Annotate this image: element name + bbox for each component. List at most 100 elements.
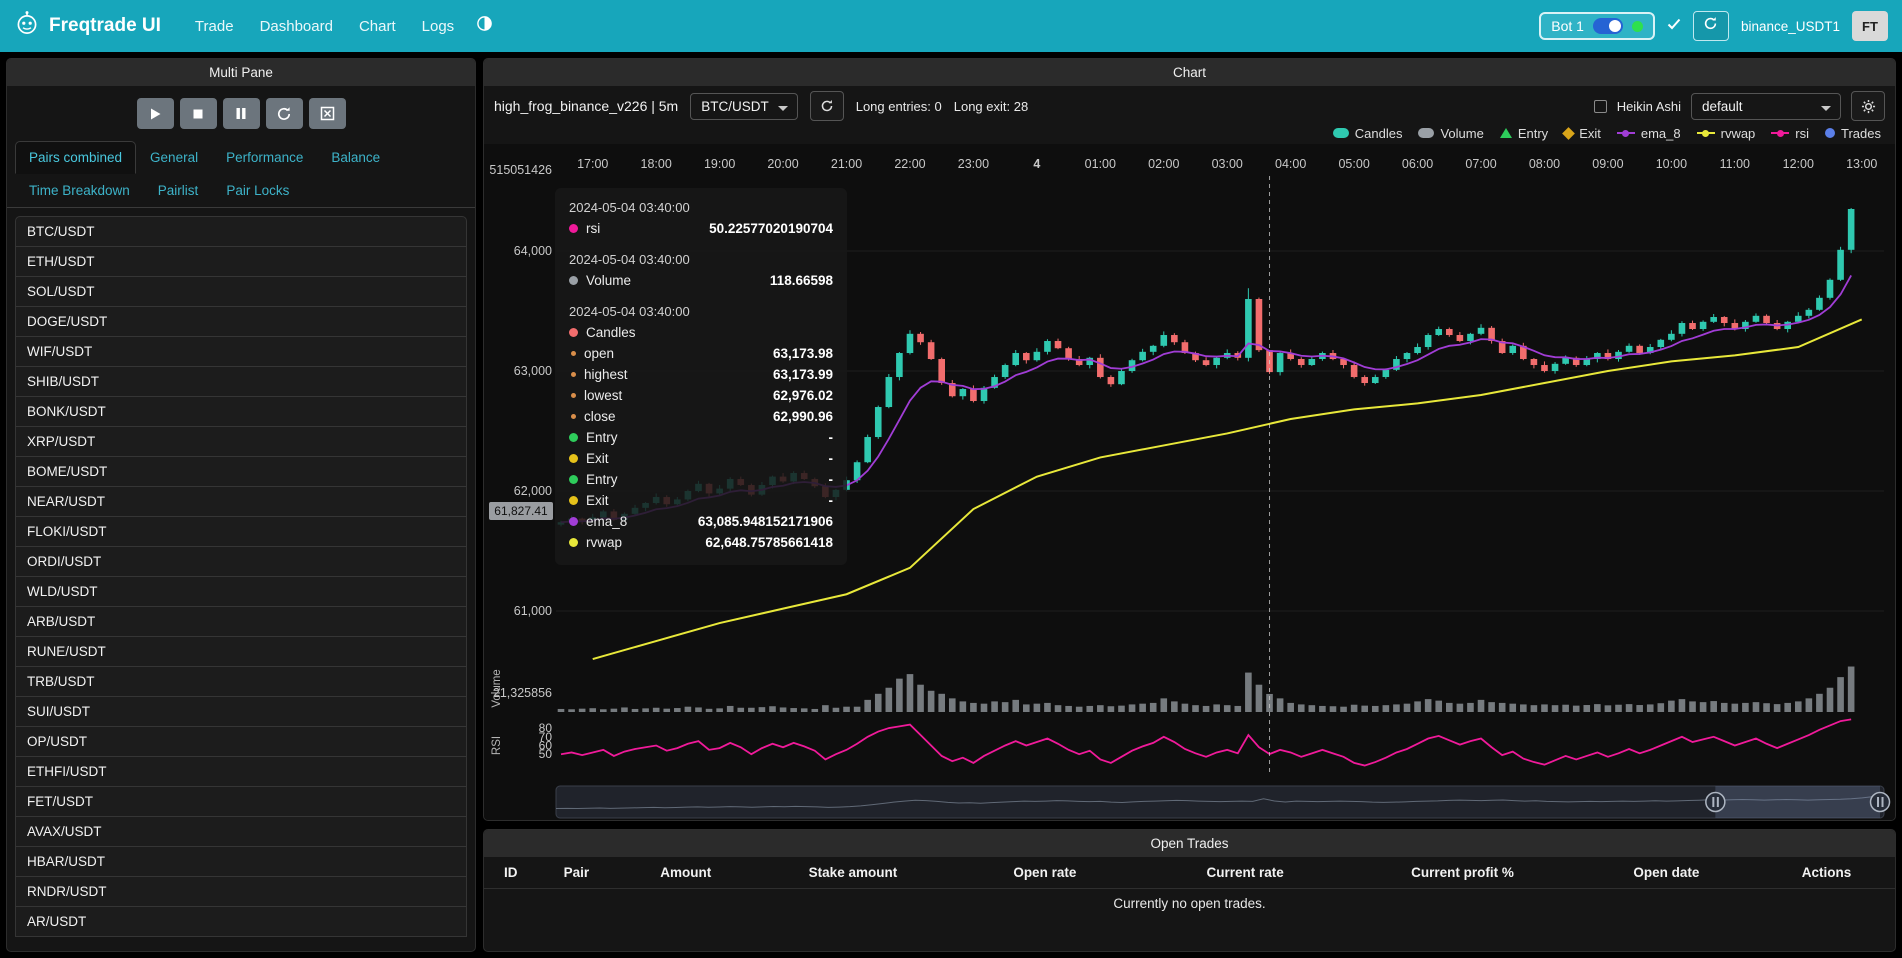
plot-mode-select[interactable]: default	[1691, 92, 1841, 120]
tooltip-label: Exit	[586, 451, 609, 466]
pair-item[interactable]: SUI/USDT	[15, 697, 467, 727]
bot-name: Bot 1	[1551, 18, 1584, 34]
tooltip-value: 62,648.75785661418	[705, 535, 833, 550]
refresh-button[interactable]	[1692, 11, 1729, 41]
legend-item-trades[interactable]: Trades	[1825, 126, 1881, 141]
brand-title: Freqtrade UI	[49, 15, 161, 36]
tooltip-value: -	[828, 451, 834, 466]
nav-zoom-handle[interactable]	[1869, 791, 1891, 813]
reload-config-button[interactable]	[265, 98, 303, 129]
pair-item[interactable]: XRP/USDT	[15, 427, 467, 457]
pair-item[interactable]: RNDR/USDT	[15, 877, 467, 907]
pair-item[interactable]: ARB/USDT	[15, 607, 467, 637]
svg-text:62,000: 62,000	[514, 484, 552, 498]
svg-text:50: 50	[539, 747, 553, 761]
tab-pairlist[interactable]: Pairlist	[157, 183, 199, 198]
svg-text:04:00: 04:00	[1275, 157, 1306, 171]
clear-chart-button[interactable]	[308, 98, 346, 129]
svg-text:18:00: 18:00	[641, 157, 672, 171]
col-header-open-date: Open date	[1633, 865, 1700, 880]
pair-item[interactable]: AR/USDT	[15, 907, 467, 937]
legend-item-exit[interactable]: Exit	[1562, 126, 1601, 141]
tab-pairs-combined[interactable]: Pairs combined	[15, 141, 137, 174]
nav-link-chart[interactable]: Chart	[358, 17, 396, 35]
legend-item-volume[interactable]: Volume	[1418, 126, 1484, 141]
svg-text:23:00: 23:00	[958, 157, 989, 171]
clear-chart-icon	[320, 106, 334, 121]
chart-legend: Candles Volume Entry Exit ema_8 rvwap rsi Trade…	[484, 122, 1895, 144]
pair-item[interactable]: ORDI/USDT	[15, 547, 467, 577]
tooltip-row: Entry -	[569, 427, 833, 448]
pair-item[interactable]: OP/USDT	[15, 727, 467, 757]
tooltip-label: open	[584, 346, 615, 361]
theme-toggle-button[interactable]	[472, 11, 497, 41]
tooltip-series-dot	[569, 475, 578, 484]
pair-item[interactable]: BTC/USDT	[15, 216, 467, 247]
pair-item[interactable]: FLOKI/USDT	[15, 517, 467, 547]
legend-item-ema-8[interactable]: ema_8	[1616, 126, 1681, 141]
nav-link-dashboard[interactable]: Dashboard	[259, 17, 333, 35]
pair-item[interactable]: SOL/USDT	[15, 277, 467, 307]
legend-item-entry[interactable]: Entry	[1499, 126, 1548, 141]
chart-refresh-button[interactable]	[809, 91, 844, 121]
tooltip-row: Volume 118.66598	[569, 270, 833, 291]
tooltip-label: lowest	[584, 388, 623, 403]
brand[interactable]: Freqtrade UI	[14, 10, 161, 42]
heikin-ashi-label: Heikin Ashi	[1616, 98, 1681, 114]
gear-icon	[1861, 99, 1875, 113]
volume-legend-icon	[1418, 128, 1435, 138]
svg-text:Volume: Volume	[491, 669, 503, 707]
tooltip-series-dot	[569, 224, 578, 233]
heikin-ashi-checkbox[interactable]	[1593, 99, 1607, 113]
tab-balance[interactable]: Balance	[331, 150, 381, 165]
pair-item[interactable]: SHIB/USDT	[15, 367, 467, 397]
right-column: Chart high_frog_binance_v226 | 5m BTC/US…	[483, 58, 1896, 952]
tooltip-date: 2024-05-04 03:40:00	[569, 200, 690, 215]
tab-performance[interactable]: Performance	[226, 150, 304, 165]
play-button[interactable]	[136, 98, 174, 129]
tab-pair-locks[interactable]: Pair Locks	[226, 183, 290, 198]
svg-text:60: 60	[539, 739, 553, 753]
pair-item[interactable]: ETH/USDT	[15, 247, 467, 277]
toggle-knob	[1608, 20, 1621, 32]
legend-item-candles[interactable]: Candles	[1332, 126, 1402, 141]
user-avatar[interactable]: FT	[1852, 11, 1888, 41]
pair-item[interactable]: BOME/USDT	[15, 457, 467, 487]
pair-item[interactable]: FET/USDT	[15, 787, 467, 817]
pair-item[interactable]: DOGE/USDT	[15, 307, 467, 337]
pair-item[interactable]: TRB/USDT	[15, 667, 467, 697]
chart-body: 64,000 63,000 62,000 61,000 515051426 21,3258…	[484, 144, 1895, 820]
strategy-label: high_frog_binance_v226 | 5m	[494, 98, 679, 114]
pair-item[interactable]: NEAR/USDT	[15, 487, 467, 517]
tooltip-value: 62,976.02	[772, 388, 833, 403]
nav-zoom-handle[interactable]	[1705, 791, 1726, 813]
col-header-pair: Pair	[563, 865, 590, 880]
price-chart[interactable]: 64,000 63,000 62,000 61,000 515051426 21,3258…	[484, 144, 1895, 820]
pair-item[interactable]: BONK/USDT	[15, 397, 467, 427]
pair-item[interactable]: HBAR/USDT	[15, 847, 467, 877]
bot-online-toggle[interactable]	[1592, 18, 1623, 34]
pair-item[interactable]: RUNE/USDT	[15, 637, 467, 667]
pause-button[interactable]	[222, 98, 260, 129]
exit-legend-icon	[1562, 126, 1576, 140]
plot-settings-button[interactable]	[1851, 91, 1885, 121]
legend-item-rsi[interactable]: rsi	[1771, 126, 1809, 141]
stop-button[interactable]	[179, 98, 217, 129]
nav-link-trade[interactable]: Trade	[194, 17, 234, 35]
pair-item[interactable]: AVAX/USDT	[15, 817, 467, 847]
col-header-current-rate: Current rate	[1206, 865, 1284, 880]
legend-item-rvwap[interactable]: rvwap	[1696, 126, 1755, 141]
pair-item[interactable]: WLD/USDT	[15, 577, 467, 607]
nav-link-logs[interactable]: Logs	[421, 17, 455, 35]
tab-time-breakdown[interactable]: Time Breakdown	[29, 183, 130, 198]
pair-item[interactable]: ETHFI/USDT	[15, 757, 467, 787]
bot-selector-chip[interactable]: Bot 1	[1539, 12, 1655, 40]
svg-text:64,000: 64,000	[514, 244, 552, 258]
check-icon[interactable]	[1667, 17, 1681, 35]
pair-select[interactable]: BTC/USDT	[690, 92, 798, 120]
multi-pane-tabs: Pairs combined General Performance Balance T…	[7, 141, 475, 208]
pair-item[interactable]: WIF/USDT	[15, 337, 467, 367]
tooltip-label: ema_8	[586, 514, 628, 529]
tab-general[interactable]: General	[150, 150, 199, 165]
open-trades-empty-message: Currently no open trades.	[484, 888, 1895, 918]
